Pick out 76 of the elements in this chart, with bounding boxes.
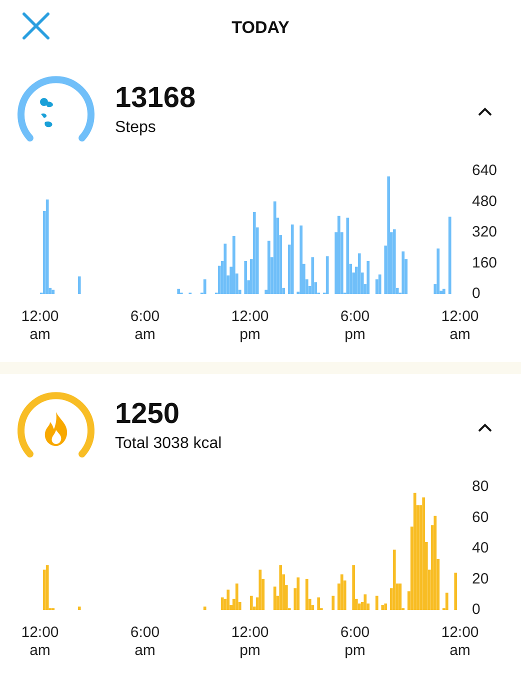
- bar: [326, 256, 329, 294]
- y-tick-label: 160: [472, 254, 498, 272]
- bar: [375, 596, 378, 610]
- y-tick-label: 80: [472, 478, 489, 496]
- x-tick-label: 6:00 pm: [340, 308, 370, 344]
- bar: [422, 497, 426, 610]
- bar: [296, 577, 300, 610]
- bar: [46, 200, 49, 294]
- bar: [436, 248, 440, 294]
- bar: [52, 290, 55, 294]
- x-tick-label: 12:00 am: [21, 308, 59, 344]
- x-tick-label: 12:00 pm: [231, 624, 269, 660]
- bar: [311, 257, 314, 294]
- bar: [317, 597, 320, 610]
- bar: [442, 288, 446, 294]
- bar: [78, 606, 81, 610]
- chart-title: 13168: [115, 82, 196, 115]
- bar: [352, 565, 356, 610]
- bar: [300, 225, 303, 294]
- y-tick-label: 480: [472, 192, 498, 210]
- bar: [340, 574, 344, 610]
- bar: [177, 288, 180, 294]
- y-tick-label: 0: [472, 601, 480, 618]
- bar: [279, 565, 282, 610]
- bar: [224, 244, 227, 294]
- x-tick-label: 12:00 am: [441, 308, 479, 344]
- x-tick-label: 6:00 am: [130, 624, 160, 660]
- bar: [305, 578, 308, 610]
- bar: [454, 572, 458, 610]
- bar: [392, 550, 396, 610]
- bar: [252, 212, 256, 294]
- bar: [337, 216, 340, 294]
- bar: [250, 596, 253, 610]
- bar: [398, 584, 402, 610]
- y-tick-label: 320: [472, 224, 498, 241]
- bar: [235, 584, 238, 610]
- bar: [203, 606, 206, 610]
- bar: [332, 596, 335, 610]
- bar: [358, 253, 361, 294]
- bar: [445, 592, 448, 610]
- bar: [366, 261, 370, 294]
- bar: [402, 251, 405, 294]
- bar: [434, 516, 437, 610]
- bar: [226, 590, 230, 610]
- x-tick-label: 12:00 am: [21, 624, 59, 660]
- bar: [267, 240, 270, 294]
- x-tick-label: 12:00 am: [441, 624, 479, 660]
- bar: [244, 261, 248, 294]
- x-tick-label: 12:00 pm: [231, 308, 269, 344]
- bar: [387, 176, 390, 294]
- chart-subtitle: Steps: [115, 119, 156, 137]
- bar: [346, 218, 350, 294]
- bar: [203, 279, 206, 294]
- bar: [258, 570, 262, 610]
- y-tick-label: 20: [472, 570, 489, 588]
- y-tick-label: 60: [472, 508, 489, 526]
- y-tick-label: 40: [472, 540, 489, 557]
- bar: [392, 229, 396, 294]
- bar: [46, 565, 49, 610]
- bar: [378, 274, 382, 294]
- bar: [384, 604, 388, 610]
- x-tick-label: 6:00 pm: [340, 624, 370, 660]
- chart-subtitle: Total 3038 kcal: [115, 435, 222, 453]
- bar: [273, 586, 276, 610]
- y-tick-label: 640: [472, 162, 498, 180]
- bar: [364, 594, 367, 610]
- text: TODAY: [232, 18, 290, 37]
- bar: [273, 201, 276, 294]
- bar: [78, 276, 81, 294]
- bar: [232, 236, 236, 294]
- bar: [290, 224, 294, 294]
- y-tick-label: 0: [472, 285, 480, 302]
- x-tick-label: 6:00 am: [130, 308, 160, 344]
- bar: [448, 216, 452, 294]
- bar: [381, 605, 384, 610]
- chart-title: 1250: [115, 398, 180, 431]
